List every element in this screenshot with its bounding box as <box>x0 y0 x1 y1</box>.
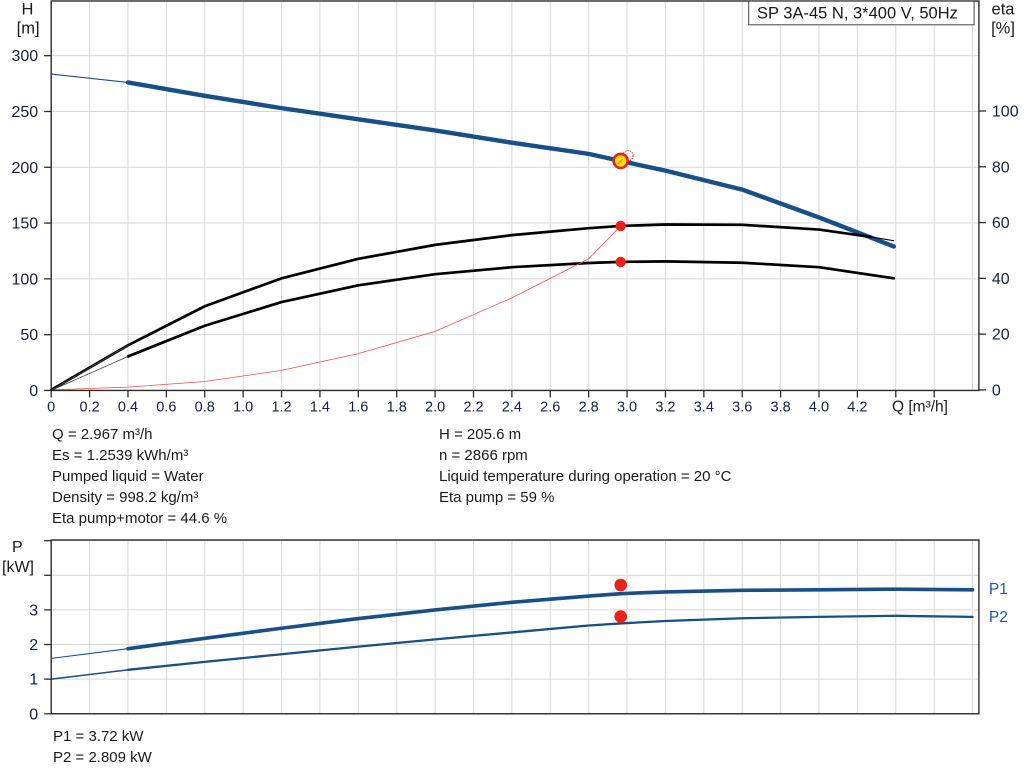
svg-text:[%]: [%] <box>991 20 1015 38</box>
svg-text:0.6: 0.6 <box>156 399 176 415</box>
svg-text:150: 150 <box>11 216 38 233</box>
svg-text:1.6: 1.6 <box>348 399 368 415</box>
svg-text:20: 20 <box>992 327 1010 344</box>
svg-text:2.4: 2.4 <box>502 399 522 415</box>
svg-text:P: P <box>12 539 23 556</box>
svg-text:0.8: 0.8 <box>195 399 215 415</box>
svg-text:0: 0 <box>29 706 38 723</box>
svg-text:0.4: 0.4 <box>118 399 138 415</box>
svg-text:0: 0 <box>992 382 1001 399</box>
svg-text:2.0: 2.0 <box>425 399 445 415</box>
svg-text:250: 250 <box>11 104 38 121</box>
svg-text:2.8: 2.8 <box>579 399 599 415</box>
svg-text:2.6: 2.6 <box>540 399 560 415</box>
svg-text:2: 2 <box>29 637 38 654</box>
svg-text:3.6: 3.6 <box>732 399 752 415</box>
svg-text:100: 100 <box>11 271 38 288</box>
svg-text:1.8: 1.8 <box>387 399 407 415</box>
svg-text:3.8: 3.8 <box>771 399 791 415</box>
svg-text:1: 1 <box>29 672 38 689</box>
svg-text:1.0: 1.0 <box>233 399 253 415</box>
svg-text:50: 50 <box>20 327 38 344</box>
svg-text:1.4: 1.4 <box>310 399 330 415</box>
svg-text:3.0: 3.0 <box>617 399 637 415</box>
svg-text:0: 0 <box>47 399 55 415</box>
svg-text:1.2: 1.2 <box>271 399 291 415</box>
svg-text:3: 3 <box>29 602 38 619</box>
svg-text:60: 60 <box>992 215 1010 232</box>
svg-text:P1: P1 <box>989 581 1008 598</box>
svg-text:[kW]: [kW] <box>2 559 34 576</box>
svg-text:P2: P2 <box>989 609 1008 626</box>
svg-text:3.2: 3.2 <box>655 399 675 415</box>
svg-text:100: 100 <box>992 104 1019 121</box>
svg-text:SP 3A-45 N, 3*400 V, 50Hz: SP 3A-45 N, 3*400 V, 50Hz <box>757 5 958 23</box>
svg-text:[m]: [m] <box>17 20 40 38</box>
svg-text:4.0: 4.0 <box>809 399 829 415</box>
svg-text:80: 80 <box>992 159 1010 176</box>
svg-text:4.2: 4.2 <box>847 399 867 415</box>
svg-text:eta: eta <box>992 1 1016 19</box>
svg-text:2.2: 2.2 <box>463 399 483 415</box>
svg-text:200: 200 <box>11 160 38 177</box>
svg-text:0: 0 <box>29 383 38 400</box>
svg-text:300: 300 <box>11 48 38 65</box>
svg-text:Q [m³/h]: Q [m³/h] <box>892 398 948 415</box>
svg-text:3.4: 3.4 <box>694 399 714 415</box>
svg-text:40: 40 <box>992 271 1010 288</box>
svg-text:0.2: 0.2 <box>80 399 100 415</box>
svg-text:H: H <box>22 1 34 19</box>
